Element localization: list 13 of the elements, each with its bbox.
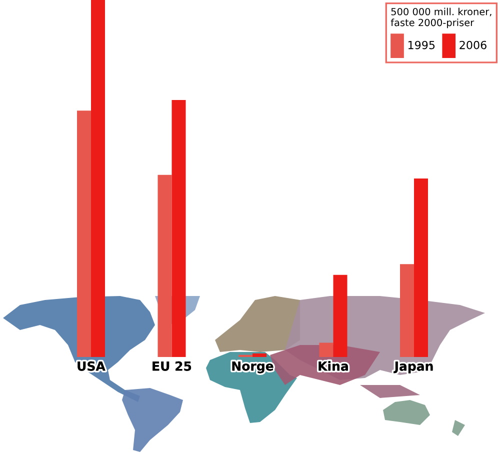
bar	[91, 0, 105, 357]
bar	[400, 264, 414, 357]
bar	[333, 274, 348, 357]
x-tick-label: Norge	[232, 361, 274, 374]
x-tick-label: EU 25	[152, 361, 192, 371]
legend-title: 500 000 mill. kroner, faste 2000-priser	[390, 8, 492, 28]
x-tick-label: Kina	[318, 361, 348, 371]
bar	[319, 342, 334, 357]
bar	[77, 110, 91, 357]
legend-label: 1995	[408, 40, 435, 50]
bar	[252, 353, 266, 357]
bar	[414, 178, 428, 357]
legend-label: 2006	[460, 40, 486, 50]
